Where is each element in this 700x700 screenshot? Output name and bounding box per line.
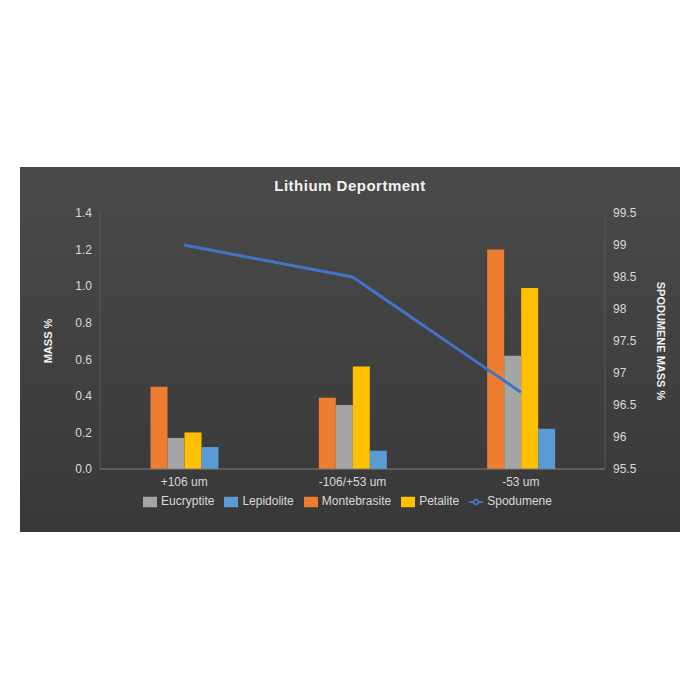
svg-text:SPODUMENE MASS %: SPODUMENE MASS % xyxy=(655,282,667,401)
svg-text:1.0: 1.0 xyxy=(75,279,92,293)
html-text:Montebrasite: Montebrasite xyxy=(321,494,392,508)
svg-text:0.4: 0.4 xyxy=(75,389,92,403)
svg-text:0.2: 0.2 xyxy=(75,426,92,440)
svg-text:+106 um: +106 um xyxy=(161,475,208,489)
html-text:Eucryptite: Eucryptite xyxy=(161,494,215,508)
svg-text:0.0: 0.0 xyxy=(75,462,92,476)
svg-text:98.5: 98.5 xyxy=(613,270,637,284)
svg-text:97.5: 97.5 xyxy=(613,334,637,348)
html-text:Lepidolite: Lepidolite xyxy=(242,494,294,508)
svg-text:98: 98 xyxy=(613,302,627,316)
svg-text:97: 97 xyxy=(613,366,627,380)
svg-text:99: 99 xyxy=(613,238,627,252)
svg-text:96: 96 xyxy=(613,430,627,444)
svg-text:0.8: 0.8 xyxy=(75,316,92,330)
svg-text:MASS %: MASS % xyxy=(42,318,54,363)
html-text:Lithium Deportment: Lithium Deportment xyxy=(274,177,426,194)
svg-text:-106/+53 um: -106/+53 um xyxy=(319,475,387,489)
html-text:Spodumene: Spodumene xyxy=(487,494,552,508)
svg-text:96.5: 96.5 xyxy=(613,398,637,412)
svg-text:0.6: 0.6 xyxy=(75,353,92,367)
svg-text:1.2: 1.2 xyxy=(75,243,92,257)
svg-text:95.5: 95.5 xyxy=(613,462,637,476)
svg-text:99.5: 99.5 xyxy=(613,206,637,220)
html-text:Petalite: Petalite xyxy=(419,494,460,508)
svg-text:1.4: 1.4 xyxy=(75,206,92,220)
svg-text:-53 um: -53 um xyxy=(502,475,539,489)
